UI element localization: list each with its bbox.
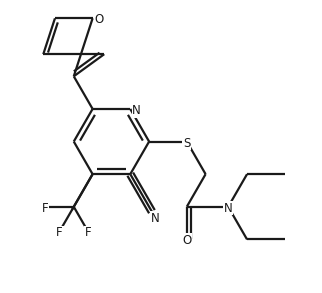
Text: N: N [132, 104, 141, 117]
Text: F: F [56, 226, 63, 239]
Text: O: O [95, 13, 104, 26]
Text: F: F [85, 226, 91, 239]
Text: N: N [150, 212, 159, 225]
Text: N: N [224, 202, 232, 215]
Text: S: S [183, 137, 190, 149]
Text: O: O [182, 234, 191, 247]
Text: F: F [42, 202, 49, 215]
